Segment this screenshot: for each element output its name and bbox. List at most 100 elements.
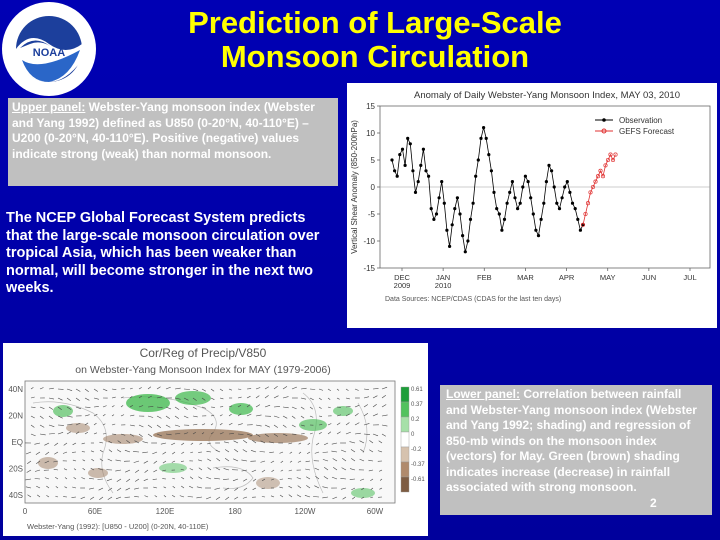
wind-vector — [237, 404, 242, 408]
wind-vector — [360, 449, 365, 453]
wind-vector — [111, 396, 116, 399]
wind-vector — [216, 458, 221, 462]
wind-vector — [349, 468, 356, 471]
wind-vector — [223, 441, 230, 444]
wind-vector — [190, 451, 194, 454]
y-tick-label: -10 — [363, 237, 375, 246]
wind-vector — [261, 469, 266, 473]
wind-vector — [39, 387, 44, 390]
wind-vector — [246, 413, 252, 417]
lon-tick-label: 60W — [367, 507, 384, 516]
wind-vector — [361, 496, 365, 499]
wind-vector — [309, 406, 313, 410]
observation-point — [419, 163, 423, 167]
wind-vector — [318, 424, 323, 426]
wind-vector — [26, 469, 32, 473]
wind-vector — [30, 396, 35, 399]
x-tick-label: MAR — [517, 273, 534, 282]
observation-point — [500, 228, 504, 232]
wind-vector — [102, 433, 107, 435]
wind-vector — [255, 395, 260, 399]
wind-vector — [242, 496, 248, 499]
wind-vector — [210, 397, 215, 400]
shading-region — [38, 457, 58, 469]
wind-vector — [327, 388, 331, 391]
wind-vector — [190, 442, 194, 445]
wind-vector — [57, 415, 63, 419]
wind-vector — [201, 432, 205, 435]
wind-vector — [201, 397, 206, 401]
wind-vector — [381, 404, 387, 408]
wind-vector — [39, 406, 45, 409]
wind-vector — [300, 387, 307, 390]
wind-vector — [179, 495, 185, 498]
wind-vector — [73, 477, 77, 480]
wind-vector — [291, 406, 297, 410]
colorbar-label: -0.61 — [411, 477, 425, 483]
observation-point — [563, 185, 567, 189]
wind-vector — [261, 496, 266, 498]
wind-vector — [201, 388, 207, 392]
wind-vector — [369, 449, 374, 453]
wind-vector — [156, 424, 161, 429]
wind-vector — [333, 466, 338, 471]
wind-vector — [289, 451, 293, 454]
wind-vector — [323, 476, 329, 480]
wind-vector — [111, 423, 116, 426]
wind-vector — [332, 496, 338, 500]
wind-vector — [63, 468, 68, 471]
observation-point — [421, 147, 425, 151]
wind-vector — [354, 432, 361, 435]
wind-vector — [336, 388, 340, 391]
wind-vector — [323, 442, 329, 446]
wind-vector — [234, 487, 239, 491]
wind-vector — [273, 395, 279, 399]
wind-vector — [183, 397, 189, 401]
wind-vector — [152, 451, 158, 455]
wind-vector — [48, 406, 54, 410]
wind-vector — [306, 476, 311, 480]
wind-vector — [115, 459, 122, 462]
observation-point — [508, 190, 512, 194]
observation-point — [505, 201, 509, 205]
observation-point — [395, 174, 399, 178]
wind-vector — [156, 433, 163, 437]
wind-vector — [80, 496, 86, 499]
wind-vector — [372, 403, 377, 408]
wind-vector — [273, 424, 278, 428]
x-tick-label: FEB — [477, 273, 492, 282]
observation-point — [534, 228, 538, 232]
wind-vector — [234, 496, 239, 500]
forecast-point — [608, 152, 613, 157]
data-source: Data Sources: NCEP/CDAS (CDAS for the la… — [385, 296, 561, 303]
wind-vector — [219, 388, 224, 392]
y-tick-label: -15 — [363, 264, 375, 273]
wind-vector — [261, 487, 266, 490]
wind-vector — [270, 460, 275, 464]
wind-vector — [316, 442, 320, 446]
upper-caption-lead: Upper panel: — [12, 100, 86, 114]
wind-vector — [39, 424, 45, 428]
forecast-line — [582, 153, 616, 225]
wind-vector — [199, 442, 203, 445]
wind-vector — [215, 449, 221, 453]
wind-vector — [363, 396, 370, 399]
wind-vector — [255, 404, 261, 408]
x-tick-label: JUL — [683, 273, 696, 282]
wind-vector — [246, 404, 251, 408]
wind-vector — [279, 451, 284, 454]
wind-vector — [255, 433, 261, 437]
observation-point — [442, 201, 446, 205]
wind-vector — [36, 460, 41, 464]
title-line-2: Monsoon Circulation — [220, 39, 530, 74]
wind-vector — [75, 431, 80, 435]
wind-vector — [102, 405, 107, 408]
wind-vector — [53, 460, 59, 463]
wind-vector — [111, 405, 115, 408]
wind-vector — [318, 406, 322, 409]
wind-vector — [378, 469, 383, 472]
wind-vector — [172, 451, 176, 455]
observation-point — [495, 207, 499, 211]
wind-vector — [332, 458, 338, 462]
wind-vector — [63, 442, 68, 446]
